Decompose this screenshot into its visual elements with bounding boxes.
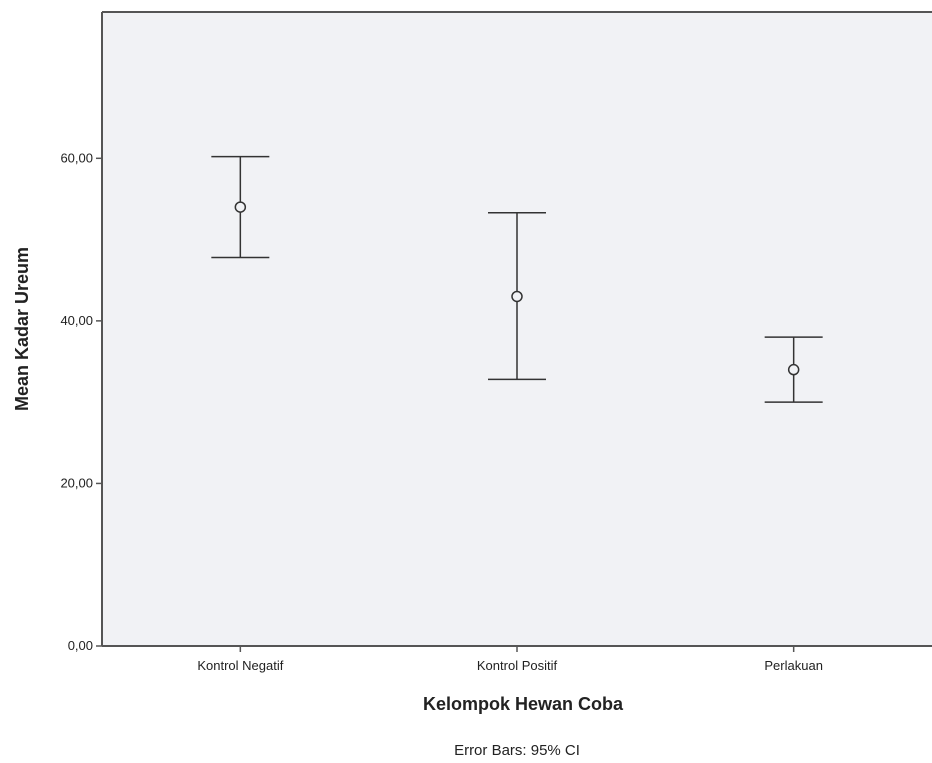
y-axis-ticks: 0,00 20,00 40,00 60,00 <box>60 150 102 653</box>
error-bar-group <box>488 212 546 381</box>
x-axis-title: Kelompok Hewan Coba <box>423 694 624 714</box>
x-tick-label: Kontrol Positif <box>477 658 558 673</box>
x-tick-label: Kontrol Negatif <box>197 658 283 673</box>
y-tick-label: 0,00 <box>68 638 93 653</box>
y-tick-label: 20,00 <box>60 475 93 490</box>
error-bars <box>211 155 823 403</box>
y-axis-title: Mean Kadar Ureum <box>12 247 32 411</box>
x-axis-ticks: Kontrol Negatif Kontrol Positif Perlakuan <box>197 646 823 673</box>
y-tick-label: 40,00 <box>60 313 93 328</box>
error-bar-group <box>211 155 270 259</box>
mean-point <box>787 363 800 376</box>
x-tick-label: Perlakuan <box>764 658 823 673</box>
mean-point <box>511 290 523 303</box>
y-tick-label: 60,00 <box>60 150 93 165</box>
error-bar-group <box>764 336 823 403</box>
footnote: Error Bars: 95% CI <box>454 742 580 759</box>
mean-point <box>234 201 247 213</box>
